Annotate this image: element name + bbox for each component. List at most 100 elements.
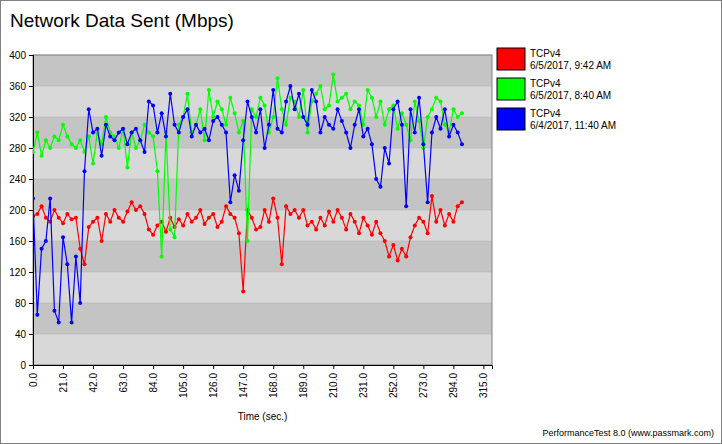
marker [104, 212, 108, 216]
marker [451, 123, 455, 127]
marker [331, 72, 335, 76]
y-tick: 0 [20, 360, 33, 371]
marker [121, 127, 125, 131]
marker [104, 115, 108, 119]
marker [177, 217, 181, 221]
marker [306, 224, 310, 228]
marker [198, 131, 202, 135]
marker [160, 255, 164, 259]
marker [190, 134, 194, 138]
marker [164, 134, 168, 138]
legend-label: TCPv4 [530, 48, 561, 59]
series-markers [33, 72, 464, 258]
marker [439, 100, 443, 104]
x-tick-label: 294.0 [448, 373, 459, 398]
x-tick-label: 126.0 [208, 373, 219, 398]
marker [430, 107, 434, 111]
x-tick-label: 63.0 [118, 373, 129, 393]
legend-timestamp: 6/5/2017, 9:42 AM [530, 60, 611, 71]
marker [353, 123, 357, 127]
x-tick-mark [183, 365, 184, 369]
x-tick-mark [303, 365, 304, 369]
x-tick: 189.0 [298, 365, 309, 398]
marker [211, 115, 215, 119]
marker [65, 262, 69, 266]
marker [383, 146, 387, 150]
marker [408, 107, 412, 111]
marker [35, 212, 39, 216]
y-tick-mark [29, 365, 33, 366]
marker [331, 127, 335, 131]
marker [220, 123, 224, 127]
marker [254, 115, 258, 119]
marker [48, 146, 52, 150]
marker [353, 220, 357, 224]
marker [267, 123, 271, 127]
series-line [33, 196, 462, 291]
marker [421, 142, 425, 146]
marker [434, 220, 438, 224]
marker [370, 233, 374, 237]
y-tick-label: 280 [9, 143, 26, 154]
x-tick: 63.0 [118, 365, 129, 392]
x-tick: 0.0 [28, 365, 39, 387]
x-tick-label: 21.0 [58, 373, 69, 393]
marker [336, 100, 340, 104]
x-tick-label: 273.0 [418, 373, 429, 398]
marker [447, 134, 451, 138]
marker [370, 142, 374, 146]
y-tick: 80 [15, 298, 33, 309]
x-tick-mark [213, 365, 214, 369]
marker [155, 224, 159, 228]
marker [318, 84, 322, 88]
marker [113, 138, 117, 142]
marker [404, 123, 408, 127]
marker [434, 115, 438, 119]
marker [460, 142, 464, 146]
x-axis: 0.021.042.063.084.0105.0126.0147.0168.01… [28, 365, 493, 398]
marker [57, 138, 61, 142]
marker [44, 138, 48, 142]
marker [374, 115, 378, 119]
marker [181, 115, 185, 119]
grid [33, 55, 492, 365]
x-tick-label: 210.0 [328, 373, 339, 398]
marker [237, 231, 241, 235]
marker [284, 204, 288, 208]
marker [211, 119, 215, 123]
marker [215, 100, 219, 104]
marker [430, 194, 434, 198]
marker [61, 123, 65, 127]
marker [130, 131, 134, 135]
grid-band [33, 334, 492, 365]
marker [61, 235, 65, 239]
marker [70, 217, 74, 221]
plot-area [33, 72, 464, 324]
marker [215, 115, 219, 119]
marker [263, 208, 267, 212]
x-tick-label: 315.0 [478, 373, 489, 398]
x-tick-label: 231.0 [358, 373, 369, 398]
y-tick: 120 [9, 267, 33, 278]
marker [160, 111, 164, 115]
marker [57, 216, 61, 220]
x-tick: 42.0 [88, 365, 99, 392]
marker [301, 208, 305, 212]
marker [323, 107, 327, 111]
marker [52, 309, 56, 313]
marker [173, 235, 177, 239]
marker [361, 134, 365, 138]
marker [181, 224, 185, 228]
marker [413, 100, 417, 104]
y-axis: 04080120160200240280320360400 [9, 50, 33, 371]
marker [203, 222, 207, 226]
marker [443, 123, 447, 127]
marker [366, 127, 370, 131]
x-tick-mark [333, 365, 334, 369]
marker [331, 220, 335, 224]
marker [224, 123, 228, 127]
y-tick-label: 160 [9, 236, 26, 247]
y-tick-mark [29, 303, 33, 304]
marker [215, 225, 219, 229]
series-line [33, 74, 462, 256]
